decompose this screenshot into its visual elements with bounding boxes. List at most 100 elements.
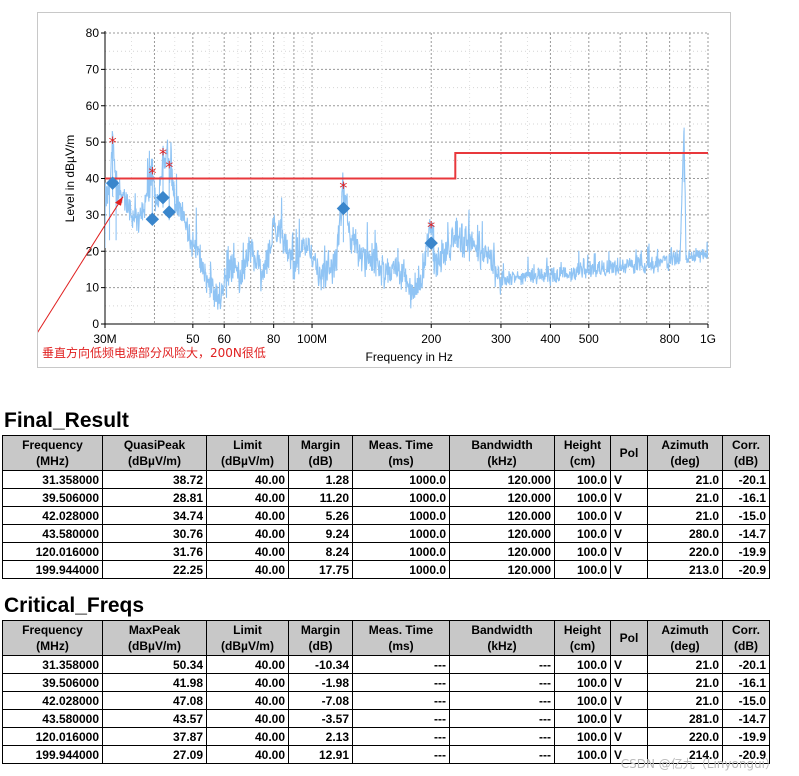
table-cell: 40.00: [206, 470, 289, 489]
final_result-header-1: QuasiPeak (dBµV/m): [102, 435, 207, 471]
table-cell: 40.00: [206, 560, 289, 579]
final_result-header-9: Corr. (dB): [722, 435, 770, 471]
table-cell: 100.0: [554, 524, 611, 543]
table-cell: -15.0: [722, 691, 770, 710]
header-unit: (dB): [308, 454, 333, 468]
header-label: Meas. Time: [368, 623, 434, 637]
header-label: MaxPeak: [128, 623, 181, 637]
header-unit: (kHz): [487, 639, 517, 653]
table-cell: 120.000: [449, 470, 555, 489]
table-cell: ---: [352, 745, 450, 764]
table-cell: -20.1: [722, 470, 770, 489]
table-cell: V: [610, 488, 648, 507]
table-cell: 21.0: [647, 506, 723, 525]
header-unit: (dBµV/m): [128, 454, 181, 468]
x-tick-label: 800: [660, 332, 680, 346]
critical_freqs-header-0: Frequency (MHz): [2, 620, 103, 656]
table-cell: 100.0: [554, 673, 611, 692]
table-cell: 21.0: [647, 488, 723, 507]
table-row: 43.580000 30.76 40.00 9.24 1000.0 120.000 100.…: [2, 524, 770, 543]
table-cell: 1000.0: [352, 470, 450, 489]
table-cell: 21.0: [647, 673, 723, 692]
table-row: 199.944000 22.25 40.00 17.75 1000.0 120.000 10…: [2, 560, 770, 579]
limit-line: [105, 152, 708, 180]
table-cell: ---: [449, 745, 555, 764]
table-cell: 21.0: [647, 691, 723, 710]
table-cell: V: [610, 506, 648, 525]
y-tick-label: 30: [86, 208, 100, 222]
header-unit: (MHz): [36, 639, 69, 653]
table-cell: 43.580000: [2, 709, 103, 728]
x-tick-label: 60: [218, 332, 232, 346]
table-cell: 100.0: [554, 655, 611, 674]
final_result-header-4: Meas. Time (ms): [352, 435, 450, 471]
header-unit: (dBµV/m): [221, 639, 274, 653]
table-row: 120.016000 37.87 40.00 2.13 --- --- 100.0 V 220.…: [2, 727, 770, 746]
table-cell: 100.0: [554, 560, 611, 579]
y-tick-label: 60: [86, 99, 100, 113]
table-cell: 40.00: [206, 524, 289, 543]
table-cell: V: [610, 727, 648, 746]
table-cell: 1000.0: [352, 488, 450, 507]
table-cell: 280.0: [647, 524, 723, 543]
maxpeak-marker: *: [159, 145, 167, 164]
table-cell: 100.0: [554, 745, 611, 764]
critical_freqs-header-9: Corr. (dB): [722, 620, 770, 656]
header-label: Frequency: [22, 438, 83, 452]
table-cell: V: [610, 673, 648, 692]
maxpeak-marker: *: [148, 163, 156, 182]
table-cell: ---: [449, 691, 555, 710]
emc-spectrum-chart: 0 10 20 30 40 50 60 70 80 30M 50 60 80 100M 200 300 400 5…: [38, 26, 716, 364]
table-cell: ---: [352, 673, 450, 692]
table-cell: ---: [352, 727, 450, 746]
table-cell: 2.13: [288, 727, 353, 746]
x-tick-label: 30M: [93, 332, 116, 346]
quasipeak-marker: [336, 201, 351, 216]
table-cell: 43.57: [102, 709, 207, 728]
critical_freqs-header-1: MaxPeak (dBµV/m): [102, 620, 207, 656]
table-cell: 40.00: [206, 691, 289, 710]
header-unit: (dBµV/m): [221, 454, 274, 468]
header-label: Meas. Time: [368, 438, 434, 452]
y-tick-label: 20: [86, 244, 100, 258]
table-cell: 100.0: [554, 727, 611, 746]
table-cell: ---: [449, 673, 555, 692]
table-cell: 47.08: [102, 691, 207, 710]
header-label: QuasiPeak: [123, 438, 186, 452]
table-cell: 5.26: [288, 506, 353, 525]
table-cell: ---: [449, 709, 555, 728]
final_result-header-6: Height (cm): [554, 435, 611, 471]
header-unit: (dB): [734, 454, 758, 468]
critical_freqs-header-8: Azimuth (deg): [647, 620, 723, 656]
header-label: Pol: [619, 631, 639, 645]
critical_freqs-header-3: Margin (dB): [288, 620, 353, 656]
table-cell: 28.81: [102, 488, 207, 507]
table-cell: -16.1: [722, 488, 770, 507]
table-cell: 1000.0: [352, 524, 450, 543]
header-label: Margin: [300, 623, 341, 637]
table-cell: -3.57: [288, 709, 353, 728]
table-row: 42.028000 34.74 40.00 5.26 1000.0 120.000 100.…: [2, 506, 770, 525]
table-cell: 17.75: [288, 560, 353, 579]
table-row: 42.028000 47.08 40.00 -7.08 --- --- 100.0 V 21.0…: [2, 691, 770, 710]
quasipeak-marker: [145, 212, 160, 226]
table-cell: V: [610, 470, 648, 489]
y-axis-title: Level in dBµV/m: [63, 135, 77, 223]
table-cell: 100.0: [554, 470, 611, 489]
critical_freqs-header-2: Limit (dBµV/m): [206, 620, 289, 656]
quasipeak-marker: [162, 205, 176, 219]
annotation-arrow: [38, 196, 124, 333]
table-cell: 43.580000: [2, 524, 103, 543]
table-cell: 1000.0: [352, 542, 450, 561]
header-unit: (dBµV/m): [128, 639, 181, 653]
y-tick-label: 40: [86, 172, 100, 186]
header-unit: (cm): [569, 639, 596, 653]
header-unit: (deg): [670, 454, 700, 468]
x-tick-label: 500: [579, 332, 599, 346]
table-cell: 34.74: [102, 506, 207, 525]
table-cell: 220.0: [647, 727, 723, 746]
table-cell: 11.20: [288, 488, 353, 507]
critical-freqs-table: Frequency (MHz) MaxPeak (dBµV/m) Limit (dBµV/…: [2, 620, 770, 764]
header-unit: (dB): [308, 639, 333, 653]
final-result-title: Final_Result: [4, 409, 129, 432]
